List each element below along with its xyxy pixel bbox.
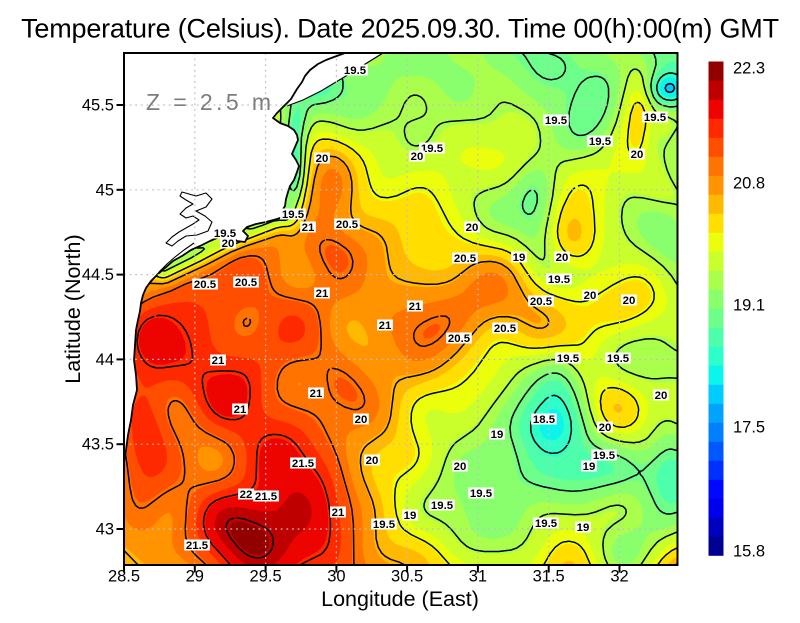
svg-text:21: 21	[409, 301, 422, 313]
svg-text:21.5: 21.5	[186, 540, 209, 552]
svg-text:20.5: 20.5	[194, 279, 217, 291]
svg-text:19.5: 19.5	[421, 143, 444, 155]
svg-text:21.5: 21.5	[292, 458, 315, 470]
svg-text:20: 20	[556, 252, 569, 264]
svg-text:30.5: 30.5	[391, 568, 423, 586]
svg-text:19.1: 19.1	[733, 297, 765, 315]
svg-text:Longitude (East): Longitude (East)	[321, 587, 479, 611]
svg-text:31.5: 31.5	[533, 568, 565, 586]
svg-text:19.5: 19.5	[545, 115, 568, 127]
svg-text:32: 32	[610, 568, 628, 586]
svg-text:20.5: 20.5	[448, 333, 471, 345]
svg-text:21: 21	[310, 388, 323, 400]
svg-text:19.5: 19.5	[214, 228, 237, 240]
svg-text:29: 29	[186, 568, 204, 586]
svg-text:18.5: 18.5	[533, 414, 556, 426]
svg-text:20.5: 20.5	[235, 277, 258, 289]
svg-text:22: 22	[240, 489, 253, 501]
svg-text:20.5: 20.5	[336, 219, 359, 231]
svg-text:30: 30	[327, 568, 345, 586]
svg-text:21: 21	[234, 404, 247, 416]
svg-text:44: 44	[96, 351, 114, 369]
svg-text:20: 20	[623, 295, 636, 307]
svg-text:19.5: 19.5	[557, 353, 580, 365]
svg-text:19.5: 19.5	[373, 519, 396, 531]
svg-text:19.5: 19.5	[535, 518, 558, 530]
svg-text:20: 20	[655, 390, 668, 402]
svg-text:Z = 2.5 m: Z = 2.5 m	[146, 89, 274, 115]
svg-text:19.5: 19.5	[431, 500, 454, 512]
svg-text:20: 20	[454, 461, 467, 473]
svg-text:19.5: 19.5	[470, 488, 493, 500]
svg-text:21: 21	[379, 320, 392, 332]
svg-text:20: 20	[411, 151, 424, 163]
svg-text:20: 20	[466, 222, 479, 234]
svg-text:19.5: 19.5	[344, 65, 367, 77]
svg-text:43.5: 43.5	[82, 436, 114, 454]
svg-text:43: 43	[96, 521, 114, 539]
svg-text:21: 21	[302, 222, 315, 234]
svg-text:20: 20	[366, 455, 379, 467]
svg-text:21.5: 21.5	[255, 491, 278, 503]
svg-text:19: 19	[577, 522, 590, 534]
svg-text:19.5: 19.5	[593, 450, 616, 462]
svg-text:20.5: 20.5	[530, 296, 553, 308]
svg-text:21: 21	[316, 288, 329, 300]
svg-text:20.5: 20.5	[494, 323, 517, 335]
svg-text:19: 19	[404, 510, 417, 522]
svg-text:45.5: 45.5	[82, 97, 114, 115]
svg-text:20.5: 20.5	[454, 253, 477, 265]
svg-text:20: 20	[222, 238, 235, 250]
svg-text:44.5: 44.5	[82, 266, 114, 284]
svg-text:20: 20	[584, 290, 597, 302]
svg-text:45: 45	[96, 181, 114, 199]
svg-text:17.5: 17.5	[733, 419, 765, 437]
svg-text:19.5: 19.5	[644, 112, 667, 124]
svg-text:19: 19	[583, 461, 596, 473]
svg-text:20: 20	[355, 414, 368, 426]
svg-text:Temperature (Celsius). Date 20: Temperature (Celsius). Date 2025.09.30. …	[21, 14, 779, 44]
svg-text:19: 19	[491, 429, 504, 441]
svg-text:20: 20	[316, 153, 329, 165]
svg-text:20.8: 20.8	[733, 175, 765, 193]
svg-text:22.3: 22.3	[733, 60, 765, 78]
svg-text:15.8: 15.8	[733, 543, 765, 561]
svg-text:20: 20	[631, 149, 644, 161]
svg-text:Latitude (North): Latitude (North)	[61, 234, 85, 383]
svg-text:19: 19	[513, 252, 526, 264]
svg-text:21: 21	[212, 355, 225, 367]
svg-text:19.5: 19.5	[548, 274, 571, 286]
svg-text:20: 20	[599, 422, 612, 434]
svg-text:19.5: 19.5	[282, 209, 305, 221]
svg-text:28.5: 28.5	[108, 568, 140, 586]
svg-text:21: 21	[332, 507, 345, 519]
svg-text:19.5: 19.5	[607, 353, 630, 365]
svg-text:29.5: 29.5	[250, 568, 282, 586]
svg-text:31: 31	[469, 568, 487, 586]
svg-text:19.5: 19.5	[589, 136, 612, 148]
